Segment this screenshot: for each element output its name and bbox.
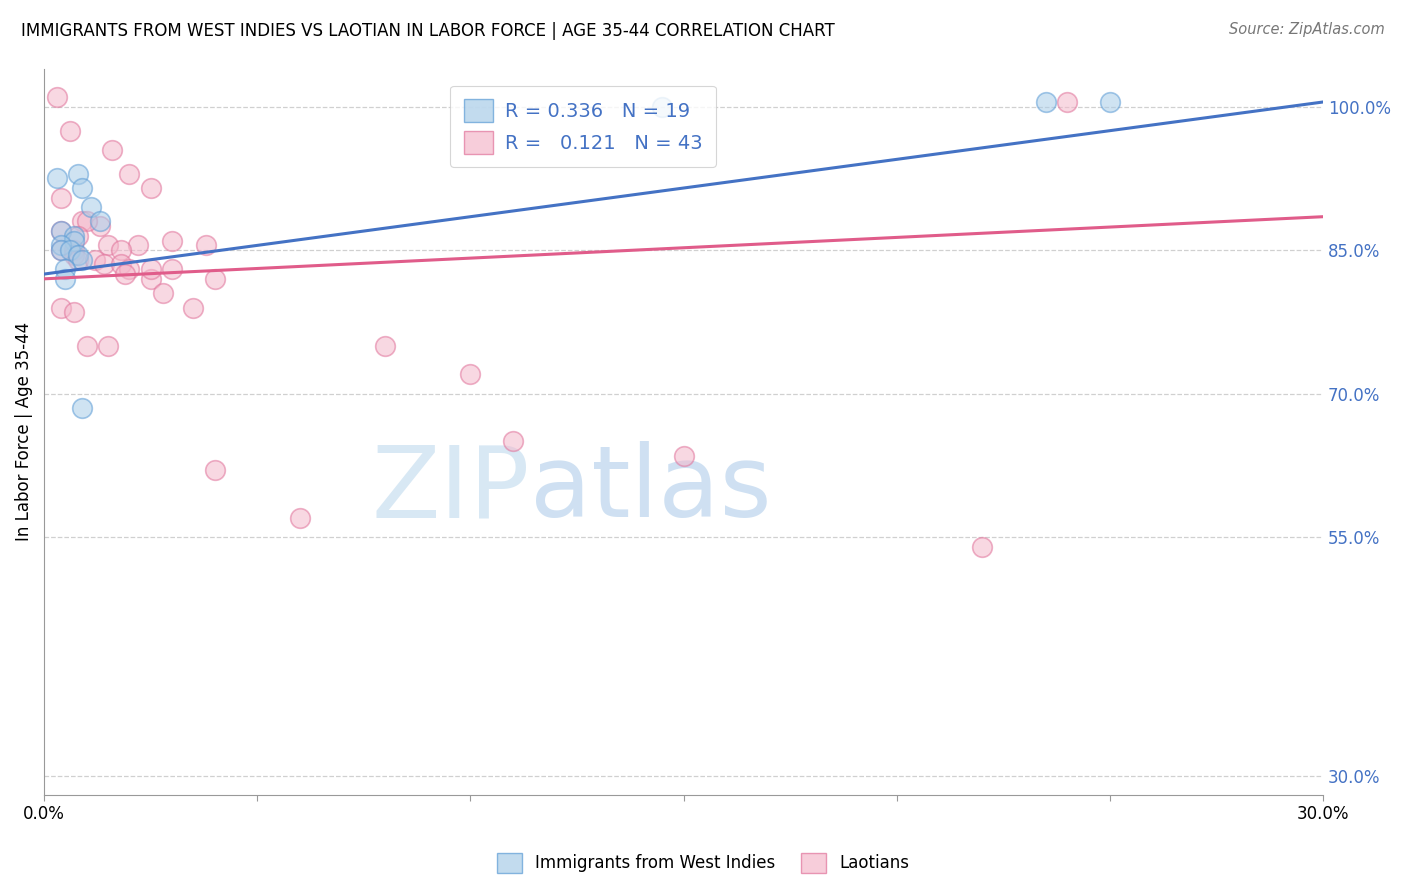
Point [651,100,673,114]
Point [139,181,162,195]
Point [152,286,174,301]
Point [67,252,90,267]
Point [89,214,111,228]
Point [101,143,124,157]
Point [55,262,77,277]
Text: Source: ZipAtlas.com: Source: ZipAtlas.com [1229,22,1385,37]
Point [45,171,67,186]
Legend: R = 0.336   N = 19, R =   0.121   N = 43: R = 0.336 N = 19, R = 0.121 N = 43 [450,86,716,168]
Point [374,339,396,353]
Point [59,243,82,257]
Point [89,219,111,234]
Point [63,234,86,248]
Point [51,243,73,257]
Point [63,228,86,243]
Point [51,243,73,257]
Point [67,228,90,243]
Point [97,238,120,252]
Y-axis label: In Labor Force | Age 35-44: In Labor Force | Age 35-44 [15,322,32,541]
Point [110,243,132,257]
Point [63,305,86,319]
Text: atlas: atlas [530,442,772,539]
Point [67,167,90,181]
Legend: Immigrants from West Indies, Laotians: Immigrants from West Indies, Laotians [491,847,915,880]
Point [1056,95,1078,109]
Point [460,368,482,382]
Point [51,301,73,315]
Point [195,238,218,252]
Point [502,434,524,449]
Point [672,449,695,463]
Point [76,214,98,228]
Point [76,339,98,353]
Point [72,181,94,195]
Point [84,252,107,267]
Point [51,238,73,252]
Point [45,90,67,104]
Point [970,540,993,554]
Point [51,224,73,238]
Point [139,272,162,286]
Point [204,272,226,286]
Text: IMMIGRANTS FROM WEST INDIES VS LAOTIAN IN LABOR FORCE | AGE 35-44 CORRELATION CH: IMMIGRANTS FROM WEST INDIES VS LAOTIAN I… [21,22,835,40]
Point [72,252,94,267]
Point [67,248,90,262]
Point [160,234,183,248]
Point [1035,95,1057,109]
Point [183,301,205,315]
Point [127,238,149,252]
Point [288,511,311,525]
Point [63,248,86,262]
Point [80,200,103,214]
Point [110,258,132,272]
Point [114,267,136,281]
Point [93,258,115,272]
Point [139,262,162,277]
Point [97,339,120,353]
Point [59,123,82,137]
Point [160,262,183,277]
Point [51,190,73,204]
Text: ZIP: ZIP [371,442,530,539]
Point [118,262,141,277]
Point [55,272,77,286]
Point [72,214,94,228]
Point [51,224,73,238]
Point [63,243,86,257]
Point [72,401,94,415]
Point [1098,95,1121,109]
Point [204,463,226,477]
Point [118,167,141,181]
